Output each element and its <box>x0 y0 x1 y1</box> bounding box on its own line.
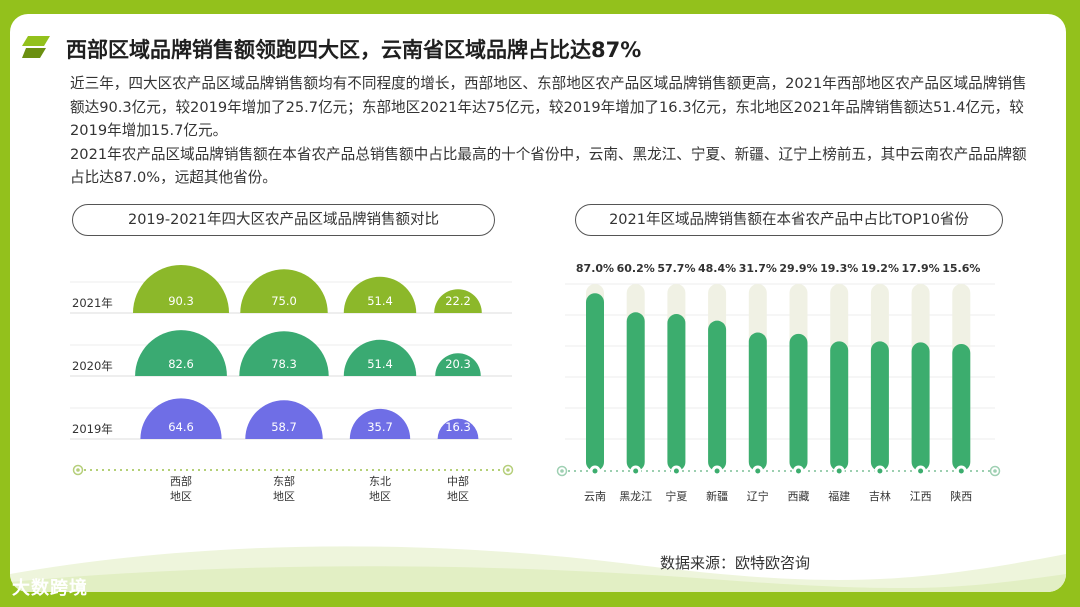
axis-end-dot <box>993 469 997 473</box>
left-chart-title: 2019-2021年四大区农产品区域品牌销售额对比 <box>72 204 495 236</box>
description: 近三年，四大区农产品区域品牌销售额均有不同程度的增长，西部地区、东部地区农产品区… <box>70 72 1030 190</box>
category-label: 福建 <box>828 489 850 503</box>
data-label: 51.4 <box>367 294 393 308</box>
data-label: 35.7 <box>367 420 393 434</box>
semicircle-bar <box>343 339 417 376</box>
bar-base-dot <box>755 468 761 474</box>
bar <box>667 314 686 471</box>
category-label: 东北 <box>369 475 391 488</box>
semicircle-bar <box>240 269 328 313</box>
semicircle-bar <box>434 289 482 313</box>
category-label: 地区 <box>273 490 295 503</box>
category-label: 江西 <box>910 490 932 503</box>
bar <box>952 343 971 471</box>
bar-base-dot <box>714 468 720 474</box>
category-label: 西藏 <box>788 490 810 503</box>
bar-base-dot <box>836 468 842 474</box>
series-label: 2019年 <box>72 422 113 436</box>
category-label: 辽宁 <box>747 489 769 503</box>
bar-base-dot <box>633 468 639 474</box>
bar <box>870 341 889 471</box>
axis-end-dot <box>506 468 510 472</box>
category-label: 云南 <box>584 490 606 503</box>
bar <box>748 332 767 471</box>
bar-base-dot <box>796 468 801 474</box>
value-label: 19.3% <box>820 262 858 275</box>
page-title: 西部区域品牌销售额领跑四大区，云南省区域品牌占比达87% <box>66 38 642 62</box>
value-label: 48.4% <box>698 262 736 275</box>
category-label: 地区 <box>447 490 469 503</box>
semicircle-bar <box>245 400 323 439</box>
semicircle-bar <box>239 331 329 376</box>
bar-base-dot <box>592 468 598 474</box>
category-label: 地区 <box>369 490 391 503</box>
right-chart-title: 2021年区域品牌销售额在本省农产品中占比TOP10省份 <box>575 204 1003 236</box>
data-label: 16.3 <box>445 420 471 434</box>
data-label: 78.3 <box>271 357 297 371</box>
bar <box>586 293 604 471</box>
semicircle-bar <box>349 408 411 439</box>
data-label: 51.4 <box>367 357 393 371</box>
semicircle-bar <box>135 330 227 376</box>
bar <box>626 312 645 471</box>
value-label: 15.6% <box>942 262 980 275</box>
value-label: 29.9% <box>779 262 817 275</box>
decorative-wave <box>10 546 1066 592</box>
category-label: 黑龙江 <box>619 490 652 503</box>
value-label: 19.2% <box>861 262 899 275</box>
bar <box>708 320 727 471</box>
value-label: 31.7% <box>739 262 777 275</box>
description-paragraph-1: 近三年，四大区农产品区域品牌销售额均有不同程度的增长，西部地区、东部地区农产品区… <box>70 75 1027 139</box>
bar-base-dot <box>673 468 679 474</box>
series-label: 2020年 <box>72 359 113 373</box>
category-label: 宁夏 <box>665 489 687 503</box>
bar-base-dot <box>877 468 883 474</box>
data-label: 64.6 <box>168 420 194 434</box>
data-label: 58.7 <box>271 420 297 434</box>
semicircle-bar <box>437 418 479 439</box>
category-label: 新疆 <box>706 489 728 503</box>
semicircle-bar <box>343 276 417 313</box>
bar-base-dot <box>958 468 964 474</box>
category-label: 西部 <box>170 474 192 488</box>
category-label: 吉林 <box>869 489 891 503</box>
semicircle-bar <box>140 398 222 439</box>
bar-base-dot <box>918 468 924 474</box>
category-label: 地区 <box>170 490 192 503</box>
value-label: 57.7% <box>657 262 695 275</box>
data-label: 90.3 <box>168 294 194 308</box>
series-label: 2021年 <box>72 296 113 310</box>
semicircle-bar <box>435 353 481 376</box>
value-label: 17.9% <box>902 262 940 275</box>
data-label: 75.0 <box>271 294 297 308</box>
brand-logo: 大数跨境 <box>12 578 88 599</box>
data-label: 82.6 <box>168 357 194 371</box>
category-label: 中部 <box>447 474 469 488</box>
value-label: 60.2% <box>617 262 655 275</box>
bar <box>830 341 849 471</box>
title-mark-icon <box>22 36 50 58</box>
data-label: 20.3 <box>445 357 471 371</box>
semicircle-bar <box>133 265 229 313</box>
category-label: 东部 <box>273 474 295 488</box>
category-label: 陕西 <box>950 489 972 503</box>
data-label: 22.2 <box>445 294 471 308</box>
axis-end-dot <box>76 468 80 472</box>
value-label: 87.0% <box>576 262 614 275</box>
data-source: 数据来源：欧特欧咨询 <box>660 554 811 572</box>
bar <box>911 342 930 471</box>
description-paragraph-2: 2021年农产品区域品牌销售额在本省农产品总销售额中占比最高的十个省份中，云南、… <box>70 145 1027 187</box>
bar <box>789 333 808 471</box>
axis-end-dot <box>560 469 564 473</box>
